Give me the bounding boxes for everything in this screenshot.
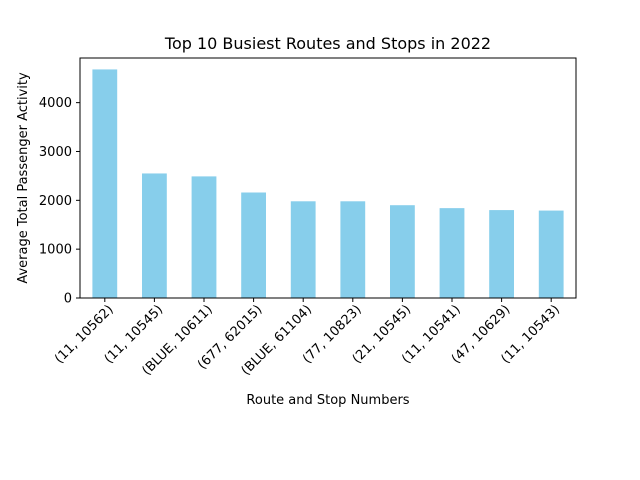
bar-3 bbox=[241, 192, 266, 298]
y-tick-label-3: 3000 bbox=[39, 145, 72, 160]
y-tick-label-1: 1000 bbox=[39, 243, 72, 258]
bar-5 bbox=[340, 201, 366, 298]
y-tick-label-2: 2000 bbox=[39, 194, 72, 209]
y-tick-label-0: 0 bbox=[64, 292, 72, 307]
y-axis: 0 1000 2000 3000 4000 bbox=[39, 96, 80, 307]
bars-layer bbox=[92, 69, 564, 298]
y-axis-label: Average Total Passenger Activity bbox=[16, 72, 31, 284]
x-axis-label: Route and Stop Numbers bbox=[246, 393, 409, 408]
bar-8 bbox=[489, 210, 514, 298]
chart-title: Top 10 Busiest Routes and Stops in 2022 bbox=[164, 34, 491, 53]
plot-frame bbox=[79, 57, 577, 299]
y-tick-label-4: 4000 bbox=[39, 96, 72, 111]
bar-1 bbox=[142, 173, 167, 298]
bar-0 bbox=[92, 69, 118, 298]
x-axis: (11, 10562)(11, 10545)(BLUE, 10611)(677,… bbox=[52, 298, 563, 379]
bar-7 bbox=[439, 208, 465, 298]
bar-2 bbox=[191, 176, 217, 298]
bar-4 bbox=[290, 201, 316, 298]
bar-6 bbox=[390, 205, 415, 298]
bar-9 bbox=[538, 210, 564, 298]
